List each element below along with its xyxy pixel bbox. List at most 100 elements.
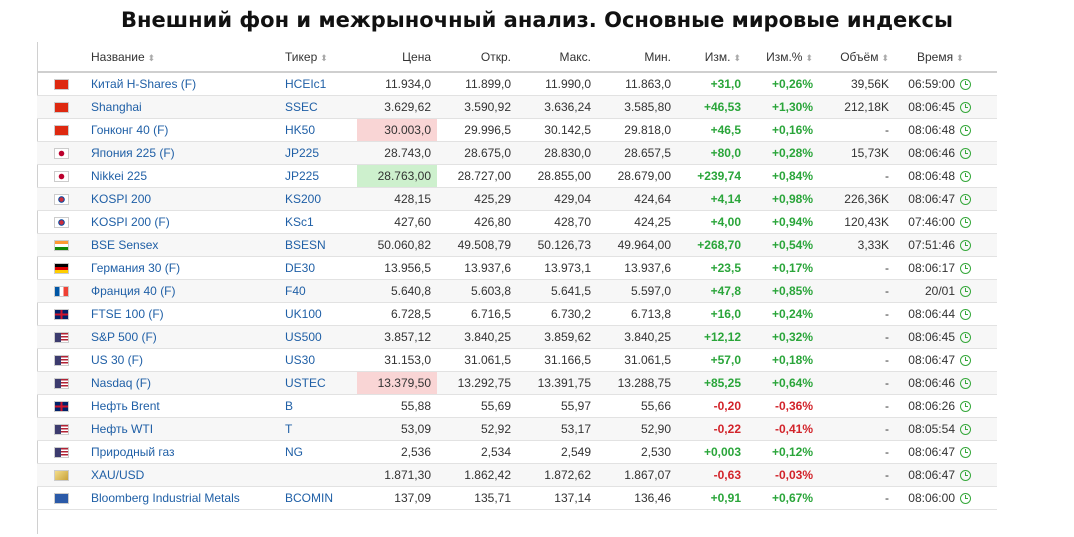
clock-icon bbox=[960, 240, 971, 252]
price-cell: 11.934,0 bbox=[357, 72, 437, 96]
time-cell: 08:06:17 bbox=[895, 256, 997, 280]
sort-icon: ⬍ bbox=[320, 52, 328, 63]
flag-cell bbox=[37, 440, 85, 464]
table-row: XAU/USD 1.871,30 1.862,42 1.872,62 1.867,07-… bbox=[37, 463, 997, 487]
high-cell: 429,04 bbox=[517, 187, 597, 211]
change-pct-cell: +0,24% bbox=[747, 302, 819, 326]
flag-cell bbox=[37, 325, 85, 349]
volume-cell: - bbox=[819, 164, 895, 188]
change-cell: +46,53 bbox=[677, 95, 747, 119]
instrument-link[interactable]: Nikkei 225 bbox=[85, 164, 279, 188]
low-cell: 11.863,0 bbox=[597, 72, 677, 96]
low-cell: 13.288,75 bbox=[597, 371, 677, 395]
flag-icon-jp bbox=[53, 171, 69, 183]
instrument-link[interactable]: KOSPI 200 (F) bbox=[85, 210, 279, 234]
instrument-link[interactable]: FTSE 100 (F) bbox=[85, 302, 279, 326]
flag-icon-fr bbox=[53, 286, 69, 298]
clock-icon bbox=[960, 217, 971, 229]
clock-icon bbox=[960, 102, 971, 114]
volume-cell: 15,73K bbox=[819, 141, 895, 165]
price-cell: 55,88 bbox=[357, 394, 437, 418]
change-cell: +85,25 bbox=[677, 371, 747, 395]
instrument-link[interactable]: Bloomberg Industrial Metals bbox=[85, 486, 279, 510]
page-title: Внешний фон и межрыночный анализ. Основн… bbox=[121, 8, 953, 32]
ticker-cell: JP225 bbox=[279, 141, 357, 165]
change-cell: +57,0 bbox=[677, 348, 747, 372]
instrument-link[interactable]: Природный газ bbox=[85, 440, 279, 464]
time-value: 08:06:17 bbox=[908, 261, 955, 275]
time-cell: 20/01 bbox=[895, 279, 997, 303]
flag-icon-gb bbox=[53, 401, 69, 413]
clock-icon bbox=[960, 447, 971, 459]
sort-icon: ⬍ bbox=[881, 52, 889, 63]
table-row: Nasdaq (F) USTEC 13.379,50 13.292,75 13.391,… bbox=[37, 371, 997, 395]
high-cell: 11.990,0 bbox=[517, 72, 597, 96]
instrument-link[interactable]: Япония 225 (F) bbox=[85, 141, 279, 165]
open-cell: 52,92 bbox=[437, 417, 517, 441]
instrument-link[interactable]: KOSPI 200 bbox=[85, 187, 279, 211]
ticker-cell: F40 bbox=[279, 279, 357, 303]
header-volume[interactable]: Объём ⬍ bbox=[819, 42, 895, 73]
high-cell: 28.855,00 bbox=[517, 164, 597, 188]
clock-icon bbox=[960, 263, 971, 275]
change-pct-cell: +0,12% bbox=[747, 440, 819, 464]
header-ticker[interactable]: Тикер ⬍ bbox=[279, 42, 357, 73]
instrument-link[interactable]: XAU/USD bbox=[85, 463, 279, 487]
high-cell: 2,549 bbox=[517, 440, 597, 464]
instrument-link[interactable]: Нефть Brent bbox=[85, 394, 279, 418]
change-pct-cell: -0,03% bbox=[747, 463, 819, 487]
table-row: Япония 225 (F) JP225 28.743,0 28.675,0 28.83… bbox=[37, 141, 997, 165]
time-value: 08:06:48 bbox=[908, 169, 955, 183]
time-value: 08:06:48 bbox=[908, 123, 955, 137]
low-cell: 1.867,07 bbox=[597, 463, 677, 487]
flag-icon-jp bbox=[53, 148, 69, 160]
open-cell: 13.292,75 bbox=[437, 371, 517, 395]
table-row: Франция 40 (F) F40 5.640,8 5.603,8 5.641,5 5.… bbox=[37, 279, 997, 303]
table-row: S&P 500 (F) US500 3.857,12 3.840,25 3.859,62… bbox=[37, 325, 997, 349]
high-cell: 13.973,1 bbox=[517, 256, 597, 280]
header-chg[interactable]: Изм. ⬍ bbox=[677, 42, 747, 73]
instrument-link[interactable]: Китай H-Shares (F) bbox=[85, 72, 279, 96]
header-chg-pct[interactable]: Изм.% ⬍ bbox=[747, 42, 819, 73]
table-row: Shanghai SSEC 3.629,62 3.590,92 3.636,24 3.58… bbox=[37, 95, 997, 119]
ticker-cell: SSEC bbox=[279, 95, 357, 119]
ticker-cell: DE30 bbox=[279, 256, 357, 280]
instrument-link[interactable]: Германия 30 (F) bbox=[85, 256, 279, 280]
instrument-link[interactable]: Гонконг 40 (F) bbox=[85, 118, 279, 142]
instrument-link[interactable]: US 30 (F) bbox=[85, 348, 279, 372]
flag-cell bbox=[37, 256, 85, 280]
flag-icon-us bbox=[53, 378, 69, 390]
low-cell: 49.964,00 bbox=[597, 233, 677, 257]
instrument-link[interactable]: Нефть WTI bbox=[85, 417, 279, 441]
header-name[interactable]: Название ⬍ bbox=[85, 42, 279, 73]
change-pct-cell: +0,32% bbox=[747, 325, 819, 349]
time-value: 08:06:47 bbox=[908, 445, 955, 459]
header-time[interactable]: Время ⬍ bbox=[895, 42, 997, 73]
instrument-link[interactable]: Франция 40 (F) bbox=[85, 279, 279, 303]
volume-cell: - bbox=[819, 371, 895, 395]
instrument-link[interactable]: BSE Sensex bbox=[85, 233, 279, 257]
price-cell: 137,09 bbox=[357, 486, 437, 510]
flag-cell bbox=[37, 486, 85, 510]
volume-cell: - bbox=[819, 463, 895, 487]
instrument-link[interactable]: Shanghai bbox=[85, 95, 279, 119]
low-cell: 5.597,0 bbox=[597, 279, 677, 303]
instrument-link[interactable]: S&P 500 (F) bbox=[85, 325, 279, 349]
time-cell: 08:06:47 bbox=[895, 463, 997, 487]
clock-icon bbox=[960, 79, 971, 91]
flag-icon-us bbox=[53, 424, 69, 436]
volume-cell: 39,56K bbox=[819, 72, 895, 96]
price-cell: 53,09 bbox=[357, 417, 437, 441]
header-price: Цена bbox=[357, 42, 437, 73]
low-cell: 31.061,5 bbox=[597, 348, 677, 372]
instrument-link[interactable]: Nasdaq (F) bbox=[85, 371, 279, 395]
flag-icon-hk bbox=[53, 79, 69, 91]
time-value: 08:06:00 bbox=[908, 491, 955, 505]
table-row: Гонконг 40 (F) HK50 30.003,0 29.996,5 30.142… bbox=[37, 118, 997, 142]
volume-cell: - bbox=[819, 394, 895, 418]
open-cell: 135,71 bbox=[437, 486, 517, 510]
price-cell: 5.640,8 bbox=[357, 279, 437, 303]
price-cell: 3.857,12 bbox=[357, 325, 437, 349]
price-cell: 28.763,00 bbox=[357, 164, 437, 188]
price-cell: 3.629,62 bbox=[357, 95, 437, 119]
